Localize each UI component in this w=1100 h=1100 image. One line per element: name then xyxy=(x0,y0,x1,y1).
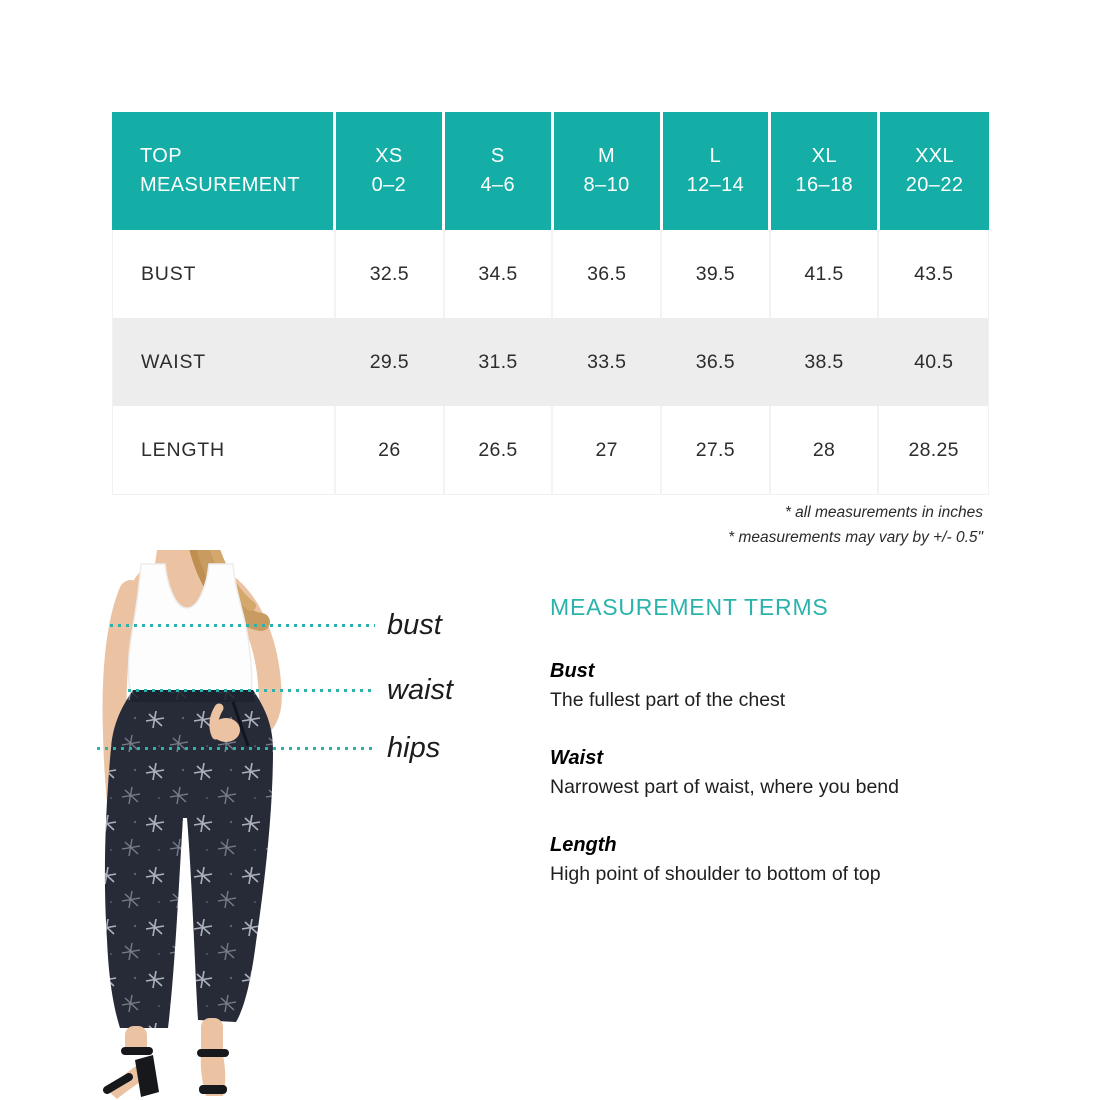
size-range: 8–10 xyxy=(583,174,630,196)
column-header-xxl: XXL 20–22 xyxy=(880,112,989,230)
column-header-s: S 4–6 xyxy=(444,112,554,230)
term-definition: The fullest part of the chest xyxy=(550,689,786,711)
measurement-value: 27 xyxy=(553,406,662,494)
size-label: S xyxy=(490,145,505,167)
column-header-m: M 8–10 xyxy=(553,112,663,230)
measurement-value: 32.5 xyxy=(336,230,445,318)
measurement-value: 41.5 xyxy=(771,230,880,318)
model-tank-top xyxy=(127,563,253,697)
measurement-terms-title: MEASUREMENT TERMS xyxy=(550,594,829,620)
row-label: WAIST xyxy=(113,318,336,406)
measurement-value: 39.5 xyxy=(662,230,771,318)
table-title-cell: TOP MEASUREMENT xyxy=(112,112,336,230)
measurement-value: 36.5 xyxy=(662,318,771,406)
measurement-notes: * all measurements in inches * measureme… xyxy=(728,500,983,550)
column-header-xs: XS 0–2 xyxy=(336,112,445,230)
size-range: 16–18 xyxy=(795,174,854,196)
measurement-value: 28 xyxy=(771,406,880,494)
measurement-diagram: bust waist hips xyxy=(95,550,465,1100)
size-label: XS xyxy=(375,145,403,167)
row-label: BUST xyxy=(113,230,336,318)
measurement-value: 38.5 xyxy=(771,318,880,406)
size-chart-header-row: TOP MEASUREMENT XS 0–2 S 4–6 M 8–10 L 12… xyxy=(112,112,989,230)
measurement-value: 26.5 xyxy=(445,406,554,494)
measurement-value: 36.5 xyxy=(553,230,662,318)
size-label: M xyxy=(598,145,616,167)
measurement-value: 29.5 xyxy=(336,318,445,406)
table-title: TOP MEASUREMENT xyxy=(140,145,300,196)
term-definition: Narrowest part of waist, where you bend xyxy=(550,776,900,798)
measurement-value: 33.5 xyxy=(553,318,662,406)
term-name: Length xyxy=(550,834,617,856)
note-line-inches: * all measurements in inches xyxy=(784,504,983,521)
measurement-terms: MEASUREMENT TERMS Bust The fullest part … xyxy=(550,594,1030,918)
waist-label: waist xyxy=(387,674,454,706)
measurement-value: 34.5 xyxy=(445,230,554,318)
bust-line xyxy=(110,624,375,627)
note-line-variance: * measurements may vary by +/- 0.5" xyxy=(728,529,983,546)
term-name: Waist xyxy=(550,747,603,769)
column-header-xl: XL 16–18 xyxy=(771,112,881,230)
table-row-length: LENGTH 26 26.5 27 27.5 28 28.25 xyxy=(113,406,988,494)
measurement-value: 26 xyxy=(336,406,445,494)
size-label: L xyxy=(709,145,722,167)
term-item-length: Length High point of shoulder to bottom … xyxy=(550,831,1030,889)
term-item-waist: Waist Narrowest part of waist, where you… xyxy=(550,744,1030,802)
term-name: Bust xyxy=(550,660,595,682)
size-label: XL xyxy=(811,145,837,167)
size-chart-table: TOP MEASUREMENT XS 0–2 S 4–6 M 8–10 L 12… xyxy=(112,112,989,495)
waist-line xyxy=(128,689,375,692)
size-range: 4–6 xyxy=(480,174,516,196)
model-pants xyxy=(104,690,273,1028)
hips-line xyxy=(97,747,375,750)
size-range: 20–22 xyxy=(905,174,964,196)
model-left-hand xyxy=(209,703,240,742)
measurement-value: 27.5 xyxy=(662,406,771,494)
measurement-value: 40.5 xyxy=(914,350,954,373)
model-shoes xyxy=(103,1047,229,1099)
size-label: XXL xyxy=(915,145,955,167)
size-range: 0–2 xyxy=(371,174,407,196)
measurement-value: 28.25 xyxy=(908,438,959,461)
table-row-waist: WAIST 29.5 31.5 33.5 36.5 38.5 40.5 xyxy=(113,318,988,406)
table-row-bust: BUST 32.5 34.5 36.5 39.5 41.5 43.5 xyxy=(113,230,988,318)
row-label: LENGTH xyxy=(113,406,336,494)
bust-label: bust xyxy=(387,609,442,641)
size-chart-body: BUST 32.5 34.5 36.5 39.5 41.5 43.5 WAIST… xyxy=(112,230,989,495)
size-range: 12–14 xyxy=(686,174,745,196)
measurement-value: 31.5 xyxy=(445,318,554,406)
hips-label: hips xyxy=(387,732,441,764)
term-definition: High point of shoulder to bottom of top xyxy=(550,863,881,885)
measurement-value: 43.5 xyxy=(914,262,954,285)
term-item-bust: Bust The fullest part of the chest xyxy=(550,657,1030,715)
column-header-l: L 12–14 xyxy=(662,112,772,230)
model-photo xyxy=(102,550,282,1099)
